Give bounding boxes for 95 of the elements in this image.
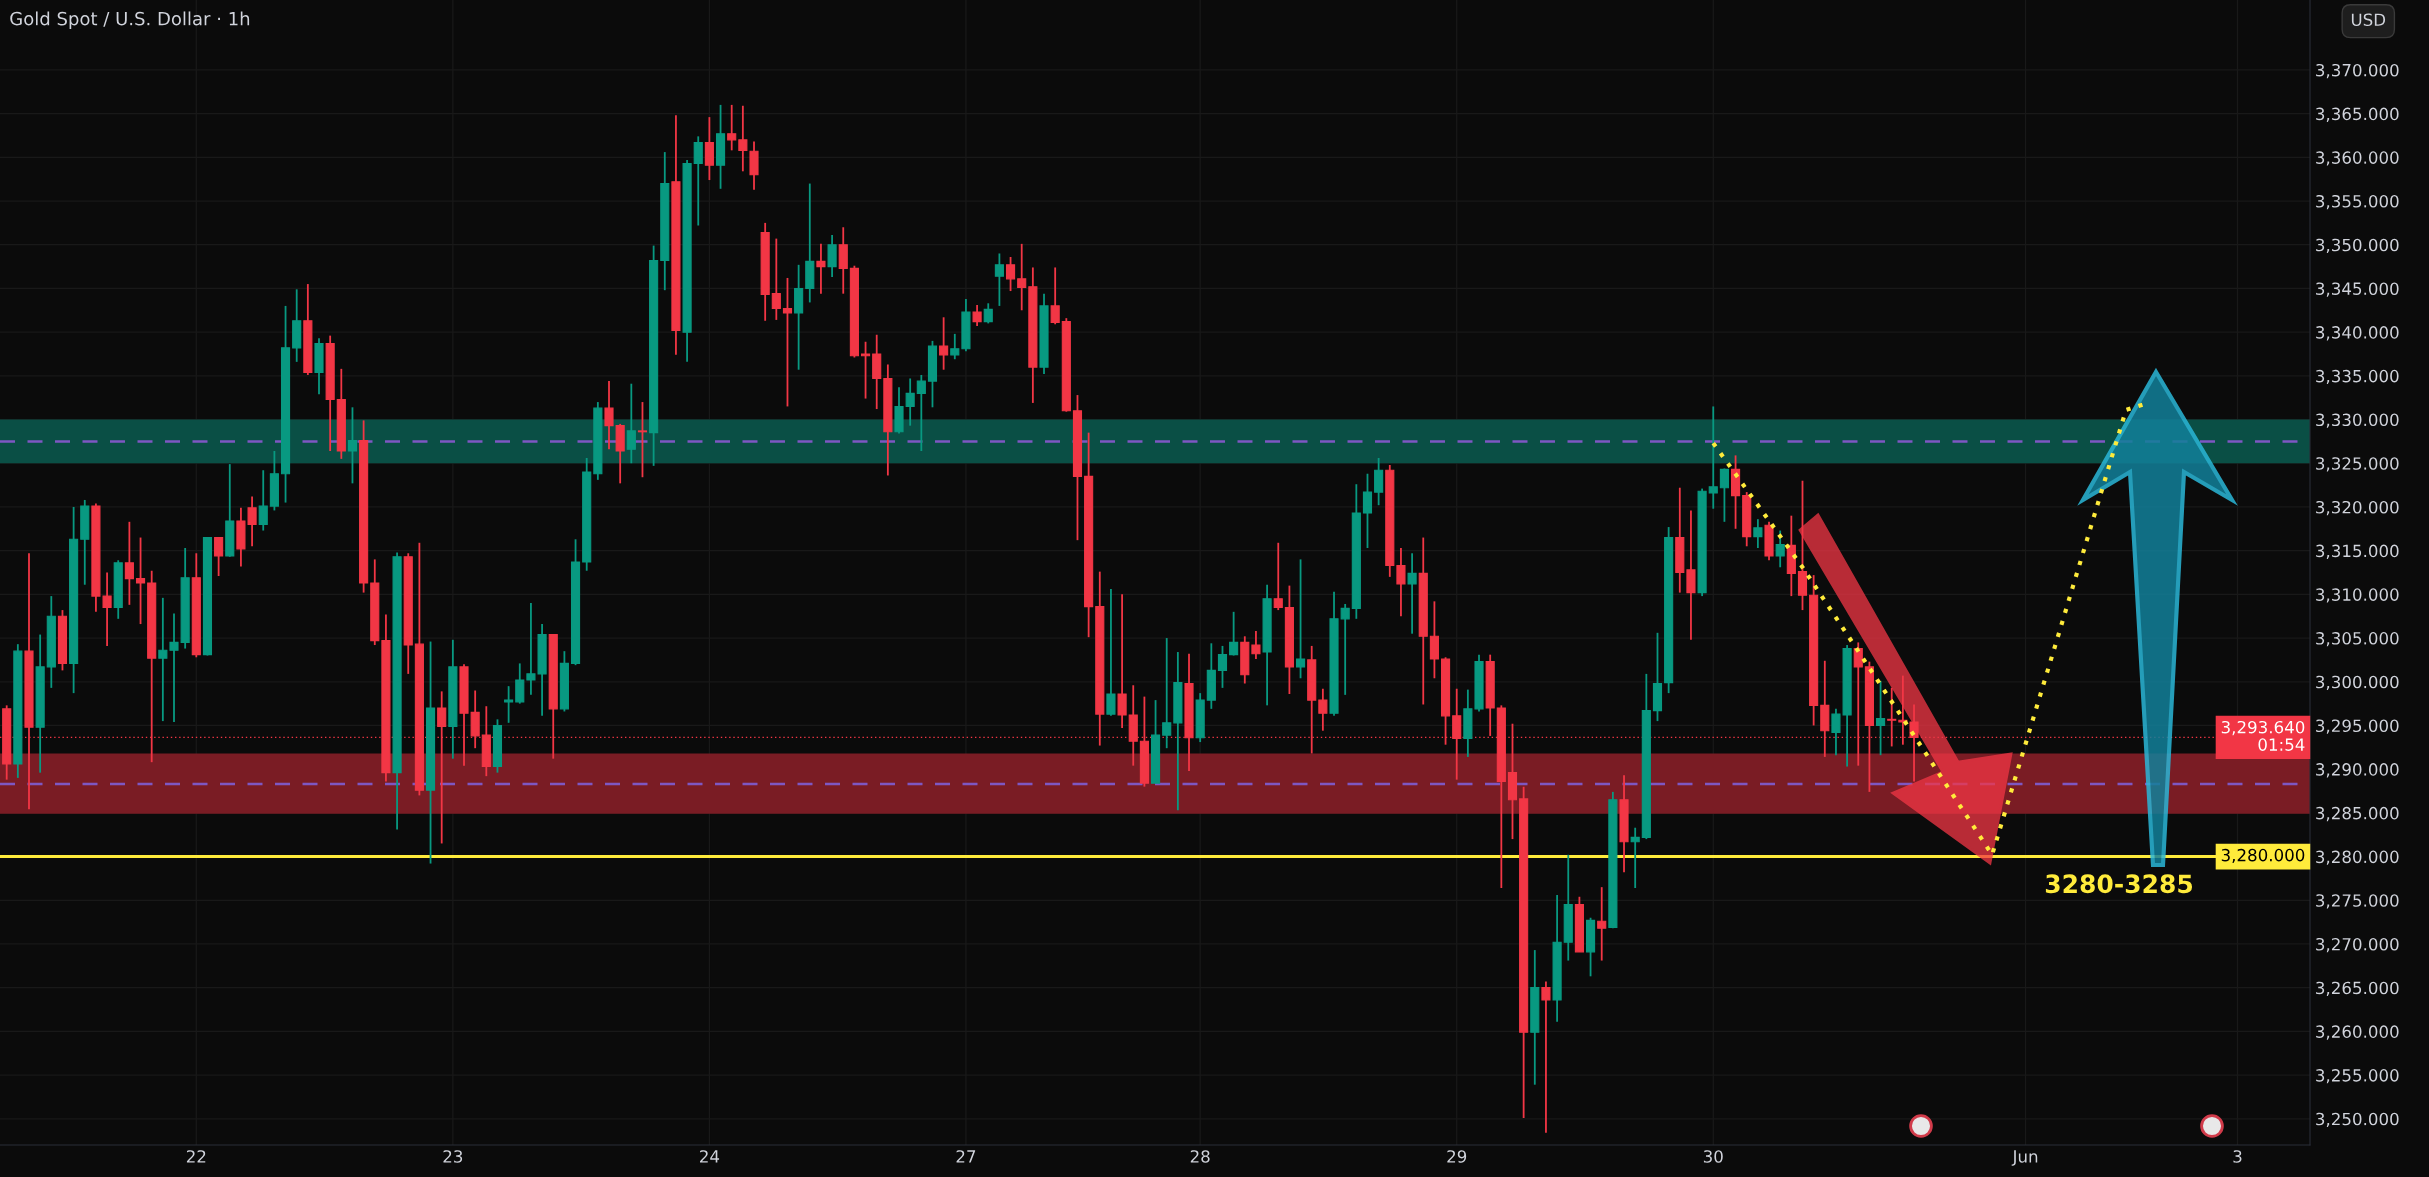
y-tick-label: 3,315.000 bbox=[2316, 544, 2399, 559]
candlestick bbox=[1630, 826, 1640, 889]
candlestick bbox=[905, 377, 915, 427]
candlestick bbox=[1597, 886, 1607, 962]
x-tick-label: 3 bbox=[2233, 1150, 2242, 1163]
y-tick-label: 3,300.000 bbox=[2316, 675, 2399, 691]
candlestick bbox=[827, 234, 837, 278]
candlestick bbox=[1162, 637, 1172, 750]
x-tick-label: Jun bbox=[2011, 1150, 2038, 1166]
x-tick-label: 24 bbox=[700, 1150, 720, 1163]
candlestick bbox=[771, 237, 781, 321]
candlestick bbox=[816, 242, 826, 295]
candlestick bbox=[1318, 687, 1328, 732]
candlestick bbox=[916, 374, 926, 452]
candlestick bbox=[1407, 552, 1417, 635]
candlestick bbox=[1396, 547, 1406, 618]
candlestick bbox=[437, 690, 447, 845]
candlestick bbox=[1429, 600, 1439, 680]
candlestick bbox=[1875, 679, 1886, 757]
x-tick-label: 22 bbox=[186, 1150, 206, 1163]
candlestick bbox=[1340, 603, 1350, 696]
candlestick bbox=[1295, 558, 1306, 680]
candlestick bbox=[972, 304, 982, 327]
x-tick-label: 27 bbox=[956, 1150, 976, 1163]
y-tick-label: 3,275.000 bbox=[2316, 894, 2399, 909]
y-tick-label: 3,325.000 bbox=[2316, 457, 2399, 472]
candlestick bbox=[504, 685, 514, 724]
candlestick bbox=[124, 520, 134, 606]
annotation: 3280-3285 bbox=[2045, 874, 2193, 894]
y-tick-label: 3,255.000 bbox=[2316, 1069, 2399, 1084]
y-tick-label: 3,330.000 bbox=[2316, 413, 2399, 428]
y-tick-label: 3,335.000 bbox=[2316, 369, 2399, 385]
candlestick bbox=[1686, 509, 1696, 641]
y-tick-label: 3,365.000 bbox=[2316, 107, 2399, 122]
ref-line-label: 3,293.640 01:54 bbox=[2221, 720, 2305, 751]
candlestick bbox=[1887, 686, 1897, 748]
y-tick-label: 3,280.000 bbox=[2316, 850, 2399, 865]
y-tick-label: 3,320.000 bbox=[2316, 500, 2399, 516]
candlestick bbox=[1362, 472, 1373, 549]
candlestick bbox=[939, 316, 949, 371]
y-tick-label: 3,370.000 bbox=[2316, 63, 2399, 79]
y-tick-label: 3,355.000 bbox=[2316, 194, 2399, 210]
y-tick-label: 3,265.000 bbox=[2316, 981, 2399, 996]
candlestick bbox=[1005, 256, 1016, 292]
candlestick bbox=[1708, 405, 1718, 510]
y-tick-label: 3,360.000 bbox=[2316, 151, 2399, 166]
candlestick bbox=[637, 401, 648, 479]
ref-line-label: 3,280.000 bbox=[2221, 848, 2305, 864]
candlestick bbox=[1753, 518, 1763, 549]
candlestick bbox=[347, 406, 358, 485]
candlestick bbox=[950, 332, 960, 361]
candlestick bbox=[1251, 630, 1261, 660]
x-tick-label: 30 bbox=[1703, 1150, 1723, 1163]
y-tick-label: 3,305.000 bbox=[2316, 632, 2399, 647]
x-tick-label: 23 bbox=[443, 1150, 463, 1163]
candlestick bbox=[727, 103, 737, 152]
y-tick-label: 3,285.000 bbox=[2316, 806, 2399, 822]
candlestick bbox=[1117, 593, 1127, 729]
text: USD bbox=[2351, 13, 2386, 27]
candlestick bbox=[515, 662, 525, 705]
candlestick bbox=[1017, 242, 1027, 312]
candlestick bbox=[1050, 266, 1060, 326]
y-tick-label: 3,310.000 bbox=[2316, 588, 2399, 603]
x-tick-label: 29 bbox=[1447, 1150, 1467, 1163]
x-tick-label: 28 bbox=[1190, 1150, 1210, 1163]
y-tick-label: 3,295.000 bbox=[2316, 719, 2399, 734]
candlestick bbox=[704, 116, 714, 181]
candlestick bbox=[1374, 457, 1384, 507]
candlestick bbox=[749, 140, 759, 191]
y-tick-label: 3,290.000 bbox=[2316, 763, 2399, 778]
candlestick bbox=[1775, 529, 1785, 569]
candlestick bbox=[983, 302, 993, 325]
candlestick bbox=[693, 135, 703, 227]
candlestick bbox=[1273, 541, 1283, 611]
candlestick bbox=[626, 382, 636, 465]
candlestick bbox=[1106, 588, 1116, 717]
y-tick-label: 3,250.000 bbox=[2316, 1112, 2399, 1128]
candlestick bbox=[738, 104, 748, 173]
candlestick bbox=[860, 340, 871, 400]
y-tick-label: 3,350.000 bbox=[2316, 238, 2399, 253]
y-tick-label: 3,270.000 bbox=[2316, 937, 2399, 953]
y-tick-label: 3,340.000 bbox=[2316, 326, 2399, 341]
y-tick-label: 3,345.000 bbox=[2316, 282, 2399, 297]
candlestick bbox=[1217, 645, 1228, 689]
text: Gold Spot / U.S. Dollar · 1h bbox=[10, 11, 250, 29]
candlestick bbox=[1719, 467, 1729, 523]
candlestick bbox=[258, 469, 268, 532]
candlestick bbox=[838, 226, 848, 295]
candlestick bbox=[1541, 980, 1551, 1134]
candlestick bbox=[1229, 610, 1239, 657]
candlestick bbox=[994, 252, 1004, 307]
y-tick-label: 3,260.000 bbox=[2316, 1025, 2399, 1040]
candlestick bbox=[135, 536, 146, 625]
candlestick bbox=[782, 277, 793, 408]
candlestick bbox=[214, 536, 224, 577]
